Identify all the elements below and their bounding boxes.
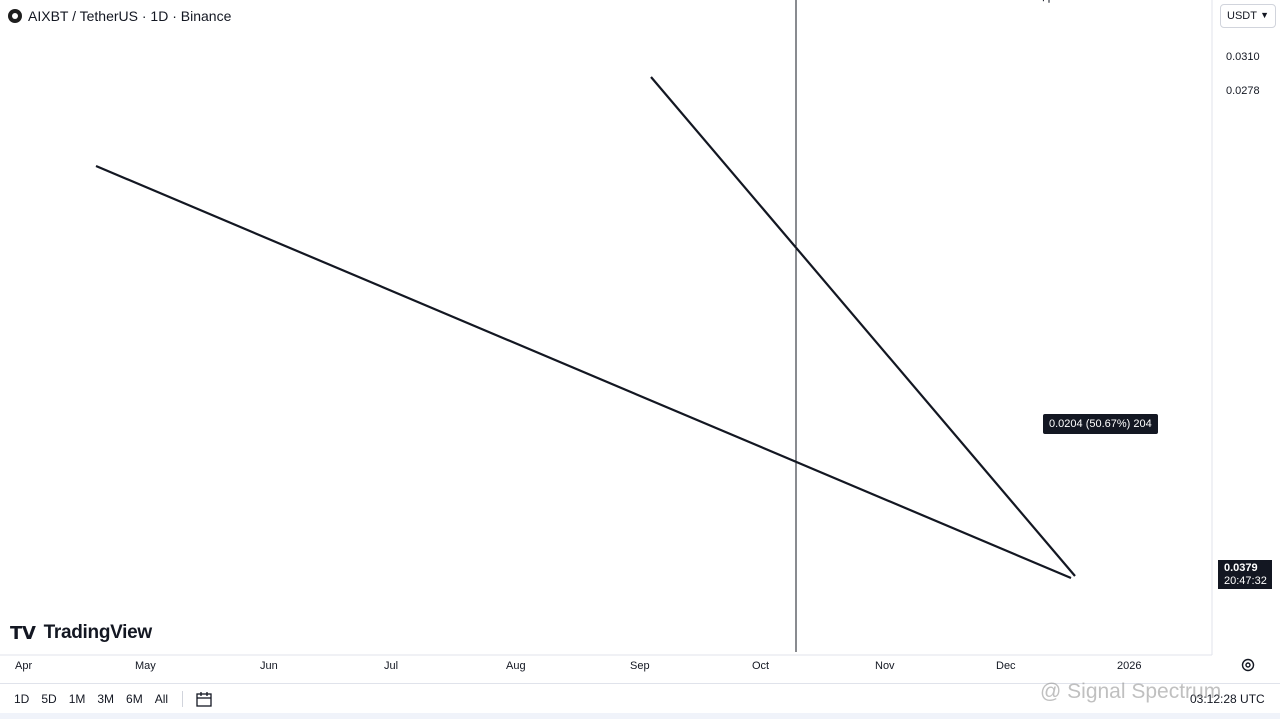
range-button-1d[interactable]: 1D <box>14 692 30 706</box>
range-button-6m[interactable]: 6M <box>126 692 143 706</box>
x-tick-label: Apr <box>15 660 32 672</box>
x-tick-label: Oct <box>752 660 769 672</box>
wedge-resistance-line <box>650 76 1076 577</box>
wedge-support-line <box>95 164 1072 580</box>
x-tick-label: Sep <box>630 660 650 672</box>
x-tick-label: Jul <box>384 660 398 672</box>
range-button-1m[interactable]: 1M <box>68 692 86 706</box>
x-tick-label: Aug <box>506 660 526 672</box>
tradingview-logo[interactable]: 𝗧𝗩 TradingView <box>10 622 152 644</box>
chevron-down-icon: ▼ <box>1260 10 1269 20</box>
measure-label: 0.0204 (50.67%) 204 <box>1043 414 1158 434</box>
symbol-header[interactable]: AIXBT / TetherUS · 1D · Binance <box>8 6 231 26</box>
symbol-logo-icon <box>8 9 22 23</box>
x-tick-label: Dec <box>996 660 1016 672</box>
range-button-5d[interactable]: 5D <box>41 692 57 706</box>
gear-icon[interactable] <box>1240 657 1256 673</box>
last-price: 0.0379 <box>1224 562 1258 574</box>
toolbar-divider <box>182 691 184 707</box>
y-tick-label: 0.0278 <box>1226 85 1260 97</box>
range-button-3m[interactable]: 3M <box>97 692 115 706</box>
symbol-title: AIXBT / TetherUS · 1D · Binance <box>28 8 232 24</box>
last-price-tag: 0.0379 20:47:32 <box>1218 560 1272 589</box>
currency-select[interactable]: USDT ▼ <box>1220 4 1276 28</box>
x-tick-label: Nov <box>875 660 895 672</box>
tradingview-mark-icon: 𝗧𝗩 <box>10 622 36 643</box>
x-tick-label: 2026 <box>1117 660 1141 672</box>
calendar-icon[interactable] <box>195 691 213 707</box>
bar-countdown: 20:47:32 <box>1224 575 1267 587</box>
y-tick-label: 0.0310 <box>1226 51 1260 63</box>
range-button-all[interactable]: All <box>154 692 169 706</box>
tradingview-logo-text: TradingView <box>43 622 153 643</box>
footer-strip <box>0 713 1280 719</box>
watermark: @ Signal Spectrum <box>1040 680 1222 703</box>
x-tick-label: May <box>135 660 156 672</box>
currency-label: USDT <box>1227 10 1257 22</box>
x-tick-label: Jun <box>260 660 278 672</box>
utc-clock[interactable]: 03:12:28 UTC <box>1190 692 1265 706</box>
bottom-toolbar: 1D 5D 1M 3M 6M All 03:12:28 UTC <box>0 683 1280 714</box>
